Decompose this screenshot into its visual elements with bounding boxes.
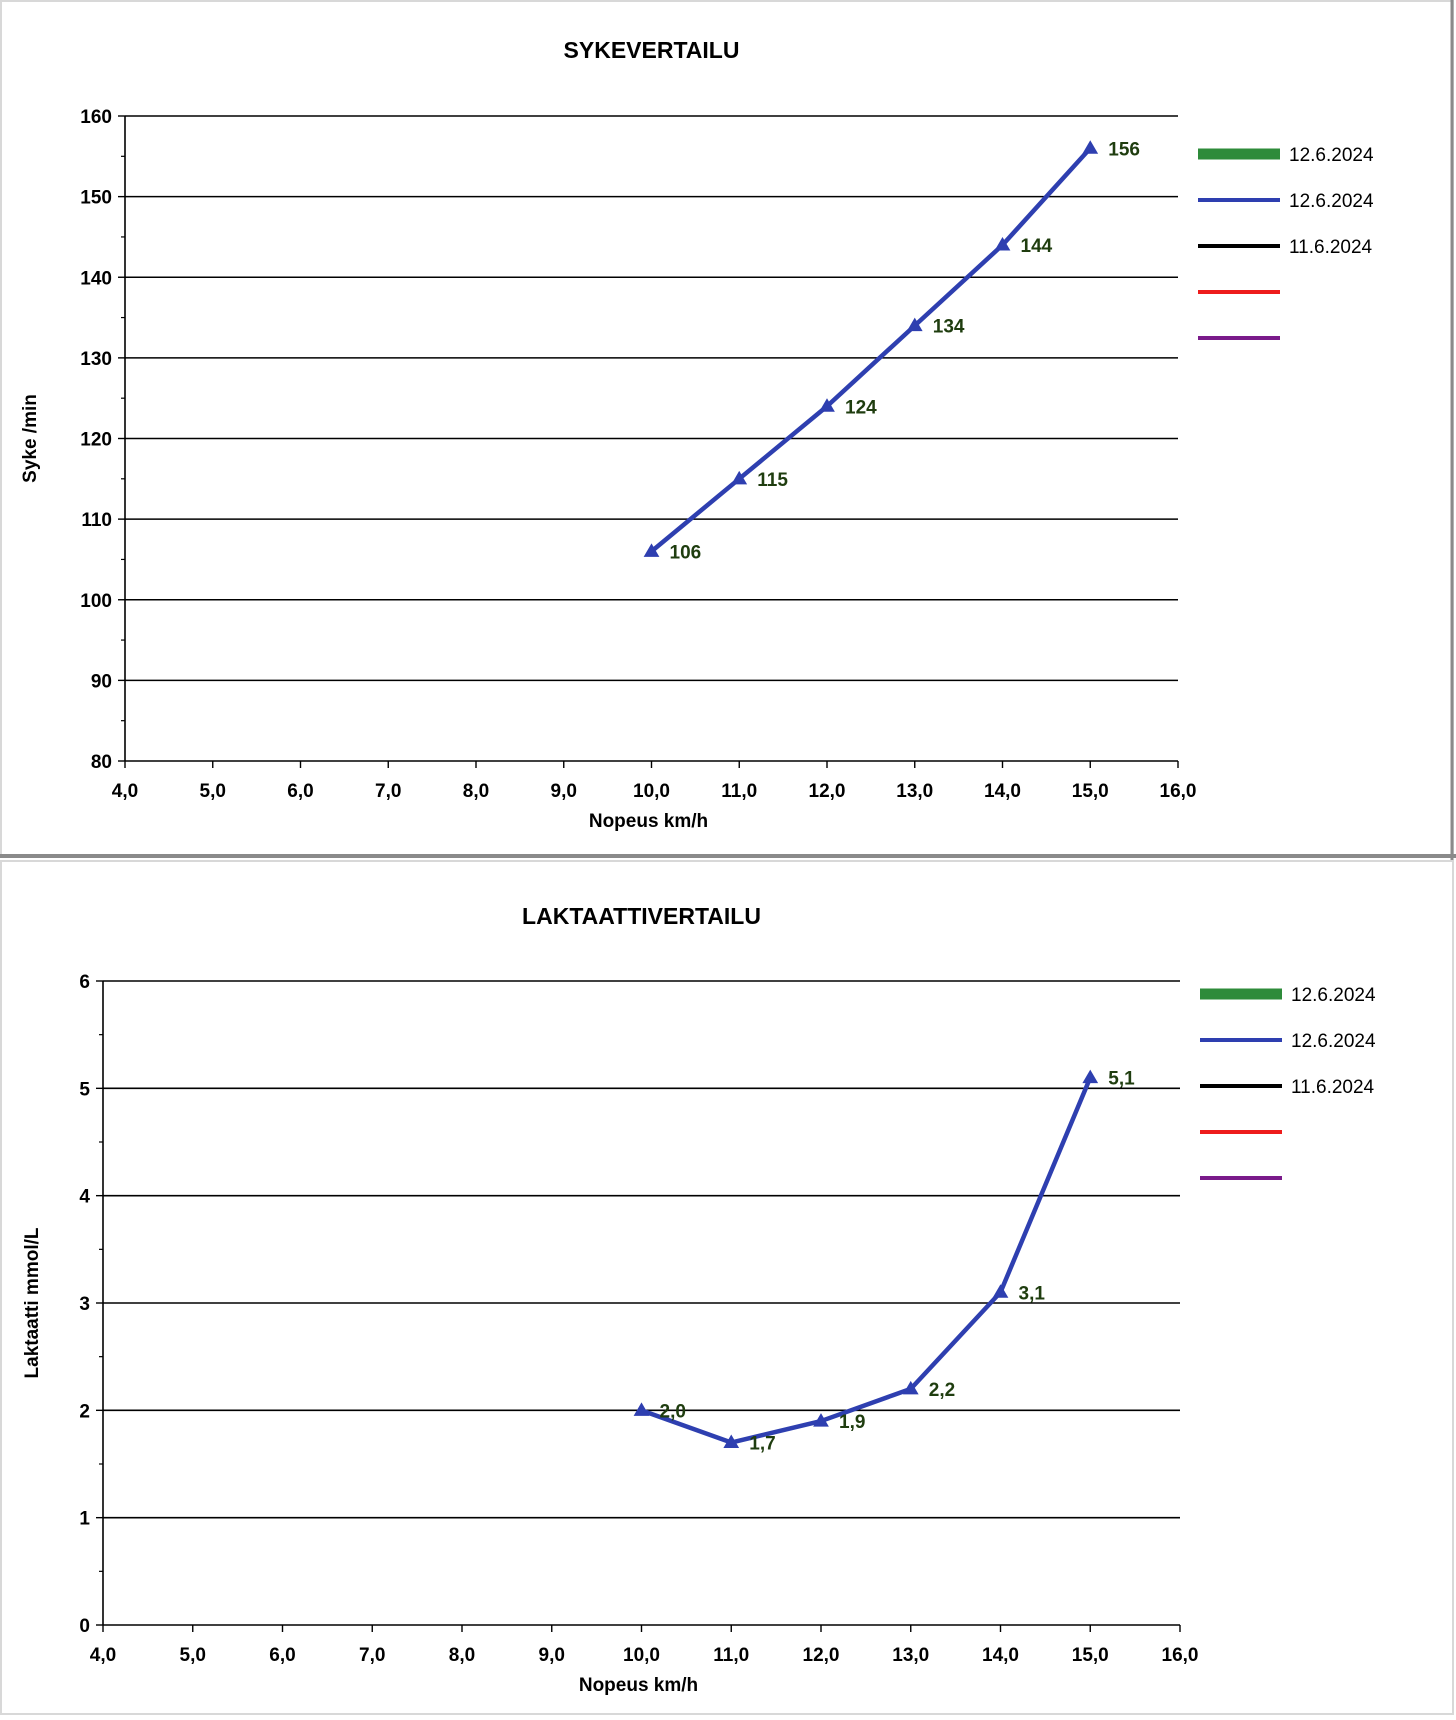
data-point-marker — [643, 543, 660, 557]
x-tick-label: 14,0 — [984, 781, 1021, 802]
data-point-marker — [813, 1413, 829, 1427]
x-tick-label: 12,0 — [803, 1645, 840, 1666]
data-label: 1,7 — [749, 1434, 775, 1455]
y-axis-label: Laktaatti mmol/L — [22, 1227, 43, 1378]
legend-swatch — [1200, 1084, 1282, 1088]
legend-swatch — [1198, 290, 1280, 294]
data-point-marker — [819, 398, 835, 412]
data-label: 2,0 — [660, 1401, 686, 1422]
y-tick-label: 100 — [80, 591, 112, 612]
legend-swatch — [1198, 198, 1280, 202]
legend-swatch — [1200, 1130, 1282, 1134]
legend-label: 12.6.2024 — [1289, 191, 1374, 212]
data-label: 144 — [1021, 236, 1053, 257]
data-point-marker — [992, 1284, 1009, 1298]
data-label: 1,9 — [839, 1412, 865, 1433]
x-tick-label: 7,0 — [375, 781, 401, 802]
y-tick-label: 4 — [79, 1187, 90, 1208]
data-point-marker — [723, 1434, 740, 1449]
data-label: 5,1 — [1108, 1069, 1135, 1090]
data-point-marker — [1082, 140, 1099, 154]
heart-rate-chart-panel: SYKEVERTAILU 80 90 100 110 120 130 140 150 160 4,0… — [0, 0, 1456, 860]
x-tick-label: 10,0 — [623, 1645, 660, 1666]
y-tick-label: 160 — [80, 107, 112, 128]
lactate-chart: LAKTAATTIVERTAILU 0 1 2 3 4 5 6 4,0 5,0 6,0 7,0 8,0 9… — [0, 860, 1454, 1715]
data-label: 124 — [845, 397, 877, 418]
legend-label: 12.6.2024 — [1291, 985, 1376, 1006]
x-tick-label: 16,0 — [1162, 1645, 1199, 1666]
y-axis-label: Syke /min — [20, 394, 41, 483]
data-point-marker — [1082, 1069, 1099, 1084]
x-tick-label: 16,0 — [1160, 781, 1197, 802]
y-tick-label: 5 — [79, 1079, 90, 1100]
data-point-marker — [902, 1380, 919, 1395]
lactate-chart-panel: LAKTAATTIVERTAILU 0 1 2 3 4 5 6 4,0 5,0 6,0 7,0 8,0 9… — [0, 860, 1456, 1720]
x-tick-label: 8,0 — [449, 1645, 475, 1666]
x-tick-label: 12,0 — [809, 781, 846, 802]
y-tick-label: 2 — [79, 1401, 90, 1422]
chart-title: LAKTAATTIVERTAILU — [522, 903, 761, 929]
x-tick-label: 5,0 — [200, 781, 226, 802]
data-point-marker — [906, 317, 923, 332]
y-tick-label: 0 — [79, 1616, 90, 1637]
data-label: 134 — [933, 317, 965, 338]
x-axis-label: Nopeus km/h — [579, 1675, 698, 1696]
legend-label: 11.6.2024 — [1289, 237, 1373, 258]
y-tick-label: 1 — [79, 1509, 90, 1530]
legend-label: 12.6.2024 — [1289, 145, 1374, 166]
legend-swatch — [1198, 336, 1280, 340]
y-tick-label: 3 — [79, 1294, 90, 1315]
data-label: 2,2 — [929, 1380, 955, 1401]
x-tick-label: 11,0 — [713, 1645, 749, 1666]
y-tick-label: 80 — [91, 752, 112, 773]
legend-swatch — [1200, 1038, 1282, 1042]
data-label: 156 — [1108, 139, 1140, 160]
data-point-marker — [633, 1402, 650, 1416]
x-tick-label: 7,0 — [359, 1645, 385, 1666]
x-tick-label: 9,0 — [539, 1645, 565, 1666]
legend-swatch — [1198, 244, 1280, 248]
x-tick-label: 9,0 — [551, 781, 577, 802]
data-label: 106 — [670, 542, 702, 563]
series-line — [649, 146, 1093, 554]
series-line — [639, 1075, 1093, 1445]
x-tick-label: 11,0 — [721, 781, 757, 802]
legend-swatch — [1200, 988, 1282, 1000]
chart-frame — [0, 0, 1454, 858]
x-tick-label: 13,0 — [896, 781, 933, 802]
data-point-marker — [994, 237, 1011, 251]
y-tick-label: 130 — [80, 349, 112, 370]
x-tick-label: 6,0 — [269, 1645, 295, 1666]
y-tick-label: 150 — [80, 188, 112, 209]
chart-title: SYKEVERTAILU — [564, 37, 740, 63]
legend-swatch — [1198, 148, 1280, 160]
legend-label: 12.6.2024 — [1291, 1031, 1376, 1052]
x-tick-label: 14,0 — [982, 1645, 1019, 1666]
y-tick-label: 110 — [81, 510, 112, 531]
x-tick-label: 4,0 — [90, 1645, 116, 1666]
y-tick-label: 6 — [79, 972, 90, 993]
y-tick-label: 90 — [91, 671, 112, 692]
y-tick-label: 140 — [80, 268, 112, 289]
legend-swatch — [1200, 1176, 1282, 1180]
y-tick-label: 120 — [80, 430, 112, 451]
data-label: 115 — [757, 470, 788, 491]
data-label: 3,1 — [1019, 1283, 1046, 1304]
x-axis-label: Nopeus km/h — [589, 811, 708, 832]
x-tick-label: 6,0 — [287, 781, 313, 802]
chart-frame — [0, 860, 1454, 1715]
x-tick-label: 15,0 — [1072, 781, 1109, 802]
data-point-marker — [731, 470, 748, 485]
heart-rate-chart: SYKEVERTAILU 80 90 100 110 120 130 140 150 160 4,0… — [0, 0, 1456, 860]
legend-label: 11.6.2024 — [1291, 1077, 1375, 1098]
x-tick-label: 4,0 — [112, 781, 138, 802]
x-tick-label: 5,0 — [180, 1645, 206, 1666]
x-tick-label: 8,0 — [463, 781, 489, 802]
x-tick-label: 13,0 — [892, 1645, 929, 1666]
x-tick-label: 15,0 — [1072, 1645, 1109, 1666]
x-tick-label: 10,0 — [633, 781, 670, 802]
